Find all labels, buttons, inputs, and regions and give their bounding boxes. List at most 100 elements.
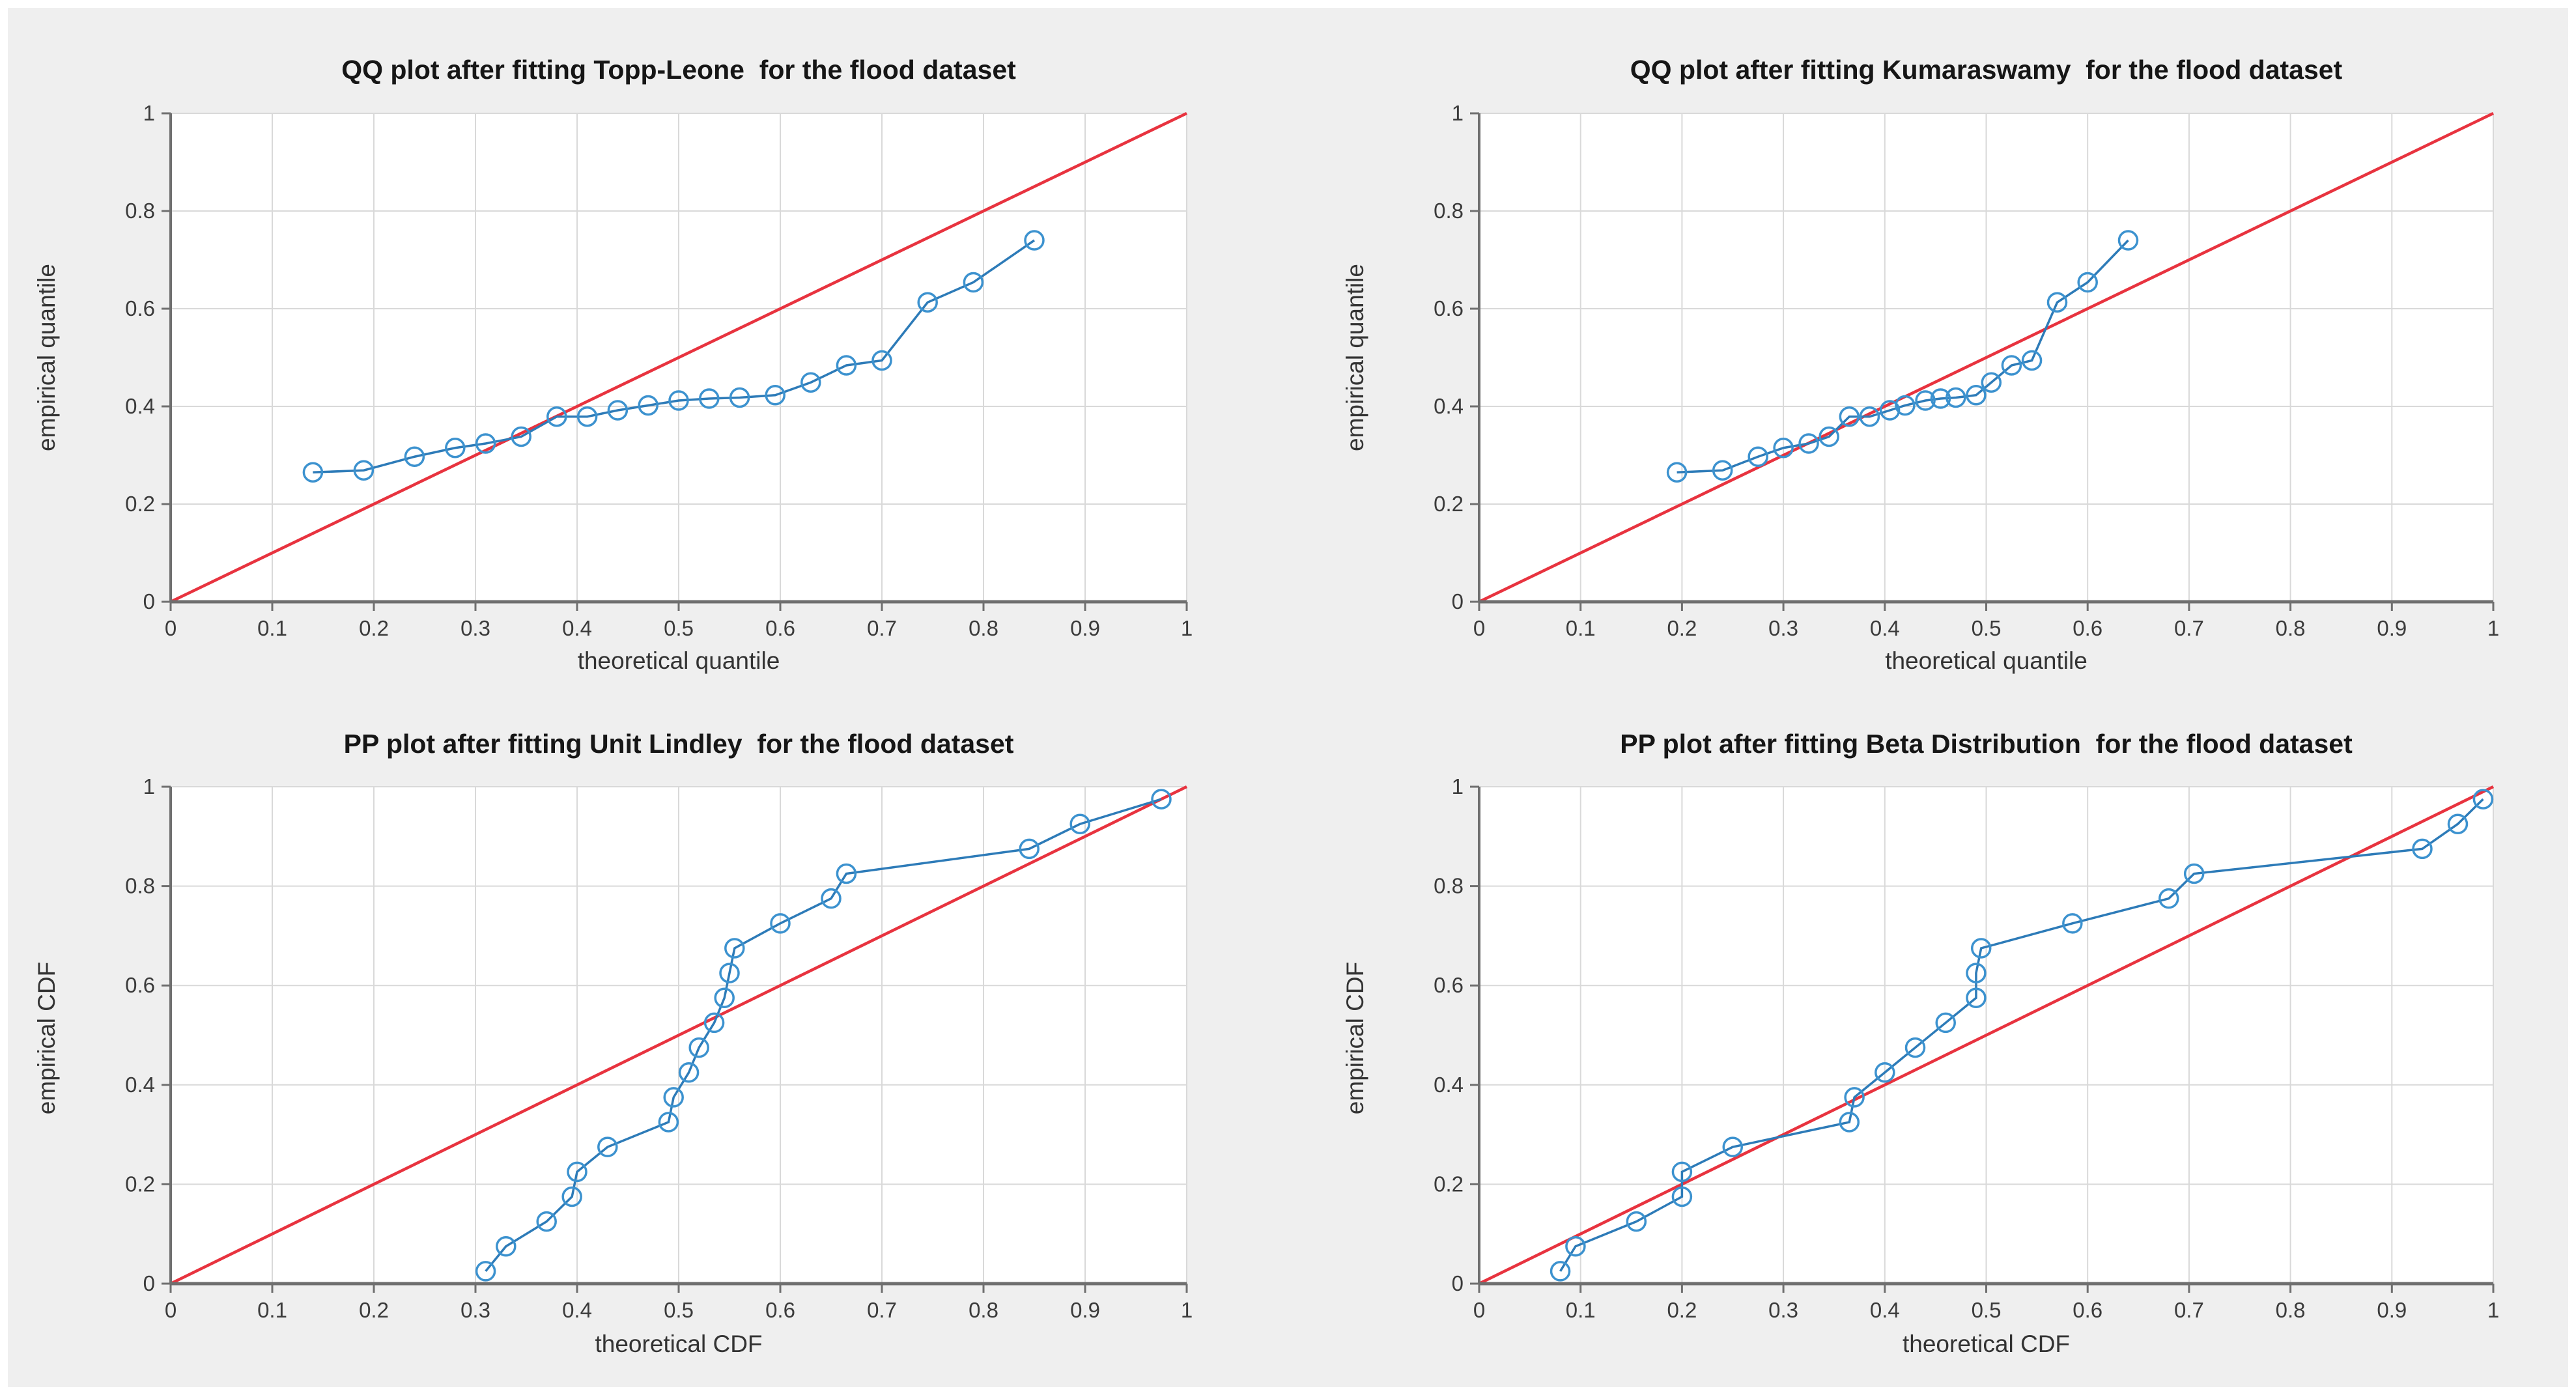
subplot-pp-unit-lindley: PP plot after fitting Unit Lindley for t… [8,698,1295,1395]
data-point-marker [2062,913,2083,934]
x-tick-label: 1 [2487,1298,2499,1322]
data-point-marker [1671,1161,1693,1183]
y-tick-label: 0.6 [1434,296,1464,320]
series-line [1559,798,2484,1272]
x-tick-label: 0.1 [257,616,287,640]
data-point-marker [1839,1112,1860,1133]
x-tick-label: 1 [1181,1298,1193,1322]
data-point-marker [2046,292,2068,313]
x-tick-label: 0.6 [765,616,795,640]
x-tick-label: 0.9 [1070,1298,1100,1322]
data-point-marker [871,350,892,371]
data-point-marker [1844,1087,1865,1108]
x-tick-label: 0.6 [2073,616,2102,640]
data-point-marker [1946,387,1966,408]
data-point-marker [836,355,857,376]
y-tick-label: 0.8 [125,199,155,223]
y-tick-label: 0.4 [125,394,155,418]
x-tick-label: 0 [1473,1298,1485,1322]
data-point-marker [703,1012,725,1034]
series-line [485,798,1162,1273]
y-tick-label: 0.6 [1434,973,1464,997]
reference-diagonal-line [170,785,1187,1286]
x-tick-label: 0 [165,616,177,640]
data-point-marker [917,292,938,313]
data-point-marker [800,372,821,393]
data-point-marker [765,385,786,406]
x-tick-label: 0 [1473,616,1485,640]
data-point-marker [1748,446,1768,467]
data-point-marker [1895,395,1916,416]
data-point-marker [658,1112,679,1133]
plot-title: QQ plot after fitting Kumaraswamy for th… [1630,55,2343,85]
data-point-marker [638,395,658,416]
x-tick-label: 0.9 [2377,1298,2407,1322]
x-tick-label: 0.8 [2276,1298,2306,1322]
data-point-marker [1966,385,1987,406]
data-point-marker [1666,462,1688,483]
data-point-marker [1550,1261,1571,1282]
data-point-marker [576,406,598,427]
x-tick-label: 0.3 [460,1298,490,1322]
plot-title: PP plot after fitting Unit Lindley for t… [343,729,1014,759]
y-tick-label: 0 [1452,589,1464,613]
data-point-marker [1024,230,1045,251]
data-point-marker [546,406,567,427]
data-point-marker [1151,789,1172,810]
data-point-marker [2077,272,2098,293]
reference-diagonal-line [170,111,1187,604]
data-point-marker [1970,938,1992,959]
data-point-marker [663,1087,684,1108]
x-tick-label: 0.5 [664,1298,694,1322]
data-point-marker [445,438,466,458]
data-point-marker [1875,1062,1895,1083]
data-point-marker [475,1261,496,1282]
y-tick-label: 0.4 [1434,394,1464,418]
reference-diagonal-line [1479,785,2494,1286]
x-axis-label: theoretical CDF [595,1331,763,1357]
x-tick-label: 0.7 [2174,616,2204,640]
x-tick-label: 0.3 [1768,616,1798,640]
data-point-marker [729,387,750,408]
data-point-marker [2117,230,2139,251]
data-series [1550,789,2494,1282]
y-axis-label: empirical quantile [1342,264,1368,451]
x-tick-label: 0.2 [359,1298,389,1322]
data-point-marker [699,388,720,409]
x-tick-label: 0.4 [1870,616,1900,640]
data-point-marker [1069,813,1090,834]
y-tick-label: 0.6 [125,973,155,997]
data-point-marker [770,913,791,934]
reference-diagonal-line [1479,111,2494,604]
y-axis-label: empirical CDF [1342,961,1368,1115]
y-tick-label: 0.2 [1434,1172,1464,1196]
subplot-pp-beta: PP plot after fitting Beta Distribution … [1288,698,2576,1395]
data-point-marker [724,938,745,959]
data-point-marker [2183,863,2205,884]
y-tick-label: 1 [143,774,155,798]
gridlines [171,113,1187,602]
data-point-marker [496,1236,517,1257]
data-point-marker [404,446,425,467]
data-point-marker [1773,438,1794,458]
data-series [1666,230,2139,483]
data-point-marker [963,272,984,293]
tick-marks [1470,112,2495,611]
tick-marks [162,112,1188,611]
x-axis-label: theoretical quantile [577,647,780,674]
data-point-marker [597,1136,618,1157]
x-tick-label: 1 [1181,616,1193,640]
x-tick-label: 0.5 [664,616,694,640]
y-tick-label: 1 [143,101,155,125]
data-point-marker [688,1037,709,1058]
y-tick-label: 0.2 [125,492,155,516]
data-point-marker [607,400,629,421]
x-tick-label: 0.9 [2377,616,2407,640]
y-tick-label: 0 [143,1271,155,1295]
subplot-qq-topp-leone: QQ plot after fitting Topp-Leone for the… [8,8,1295,705]
data-point-marker [1904,1037,1926,1058]
x-axis-label: theoretical quantile [1885,647,2088,674]
plot-canvas: 0 0.1 0.2 0.3 0.4 0.5 0.6 0.7 0.8 0.9 1 0 0.2 0.4 0.6 0… [1434,101,2499,640]
x-tick-label: 0.1 [1566,616,1596,640]
